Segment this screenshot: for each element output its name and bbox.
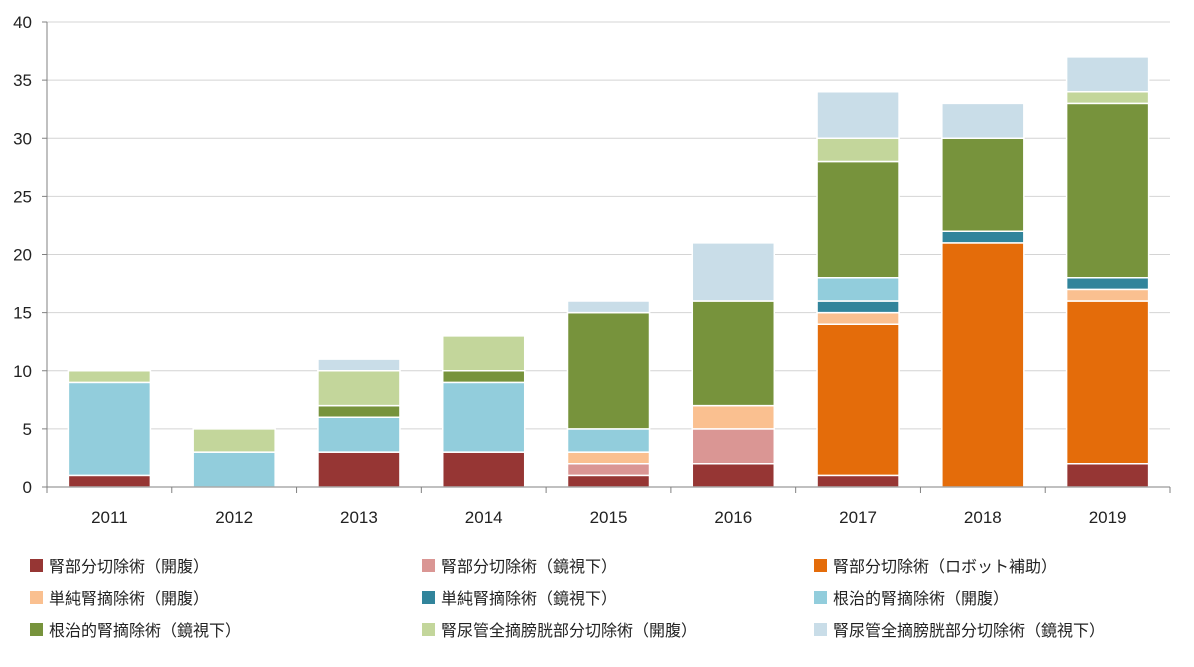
legend: 腎部分切除術（開腹） 腎部分切除術（鏡視下） 腎部分切除術（ロボット補助） 単純腎摘除… <box>30 552 1194 642</box>
legend-swatch <box>422 558 435 572</box>
bar-segment <box>317 358 401 372</box>
bar-segment <box>816 474 900 488</box>
bar-segment <box>441 335 526 372</box>
bar-segment <box>566 474 651 488</box>
y-tick-label: 10 <box>13 362 32 381</box>
bar-segment <box>317 416 401 453</box>
legend-label: 腎尿管全摘膀胱部分切除術（鏡視下） <box>833 621 1106 640</box>
x-tick-label: 2017 <box>839 508 877 527</box>
bar-segment <box>566 463 651 477</box>
bar-segment <box>816 91 900 139</box>
bar-segment <box>1065 300 1150 465</box>
bar-segment <box>192 428 276 453</box>
legend-swatch <box>814 590 827 604</box>
bar-segment <box>941 242 1025 488</box>
x-tick-label: 2013 <box>340 508 378 527</box>
axes <box>42 21 1171 493</box>
bar-segment <box>941 137 1025 232</box>
legend-swatch <box>814 622 827 636</box>
legend-swatch <box>422 590 435 604</box>
x-tick-label: 2018 <box>964 508 1002 527</box>
bar-segment <box>941 230 1025 244</box>
legend-swatch <box>422 622 435 636</box>
bar-segment <box>566 428 651 453</box>
y-tick-label: 20 <box>13 246 32 265</box>
x-tick-label: 2014 <box>465 508 503 527</box>
legend-item: 根治的腎摘除術（開腹） <box>814 584 1194 610</box>
y-tick-label: 30 <box>13 129 32 148</box>
bar-segment <box>566 300 651 314</box>
legend-swatch <box>30 590 43 604</box>
legend-label: 根治的腎摘除術（鏡視下） <box>49 621 242 640</box>
legend-label: 単純腎摘除術（鏡視下） <box>441 589 618 608</box>
bar-segment <box>1065 91 1150 105</box>
bar-segment <box>691 404 776 430</box>
bar-segment <box>691 428 776 465</box>
y-tick-label: 5 <box>23 420 32 439</box>
legend-swatch <box>30 622 43 636</box>
legend-label: 腎部分切除術（鏡視下） <box>441 557 618 576</box>
x-tick-labels: 2011 2012 2013 2014 2015 2016 2017 2018 2019 <box>91 508 1126 527</box>
bar-segment <box>317 451 401 488</box>
bar-segment <box>1065 102 1150 279</box>
bar-stacks <box>67 56 1150 488</box>
x-tick-label: 2019 <box>1089 508 1127 527</box>
bar-segment <box>1065 277 1150 291</box>
bar-segment <box>566 451 651 465</box>
legend-label: 腎部分切除術（ロボット補助） <box>833 557 1058 576</box>
legend-item: 腎部分切除術（開腹） <box>30 552 422 578</box>
legend-item: 腎尿管全摘膀胱部分切除術（開腹） <box>422 616 814 642</box>
bar-segment <box>566 311 651 430</box>
legend-swatch <box>814 558 827 572</box>
bar-segment <box>691 463 776 488</box>
legend-item: 腎部分切除術（鏡視下） <box>422 552 814 578</box>
bar-segment <box>67 474 152 488</box>
bar-segment <box>816 300 900 314</box>
bar-segment <box>1065 463 1150 488</box>
legend-item: 単純腎摘除術（鏡視下） <box>422 584 814 610</box>
legend-label: 根治的腎摘除術（開腹） <box>833 589 1010 608</box>
bar-segment <box>317 370 401 407</box>
legend-label: 腎部分切除術（開腹） <box>49 557 210 576</box>
x-tick-label: 2011 <box>91 508 128 527</box>
y-tick-label: 0 <box>23 478 32 497</box>
x-tick-label: 2012 <box>215 508 253 527</box>
legend-label: 腎尿管全摘膀胱部分切除術（開腹） <box>441 621 698 640</box>
legend-label: 単純腎摘除術（開腹） <box>49 589 210 608</box>
y-tick-label: 25 <box>13 187 32 206</box>
y-tick-label: 35 <box>13 71 32 90</box>
y-tick-label: 15 <box>13 304 32 323</box>
y-tick-labels: 0 5 10 15 20 25 30 35 40 <box>13 13 32 497</box>
bar-segment <box>1065 288 1150 302</box>
bar-segment <box>816 160 900 279</box>
bar-segment <box>816 277 900 302</box>
bar-segment <box>441 451 526 488</box>
bar-segment <box>816 323 900 477</box>
bar-segment <box>441 370 526 384</box>
legend-item: 根治的腎摘除術（鏡視下） <box>30 616 422 642</box>
bar-segment <box>317 404 401 418</box>
legend-item: 腎部分切除術（ロボット補助） <box>814 552 1194 578</box>
legend-item: 腎尿管全摘膀胱部分切除術（鏡視下） <box>814 616 1194 642</box>
bar-segment <box>67 381 152 477</box>
bar-segment <box>691 242 776 302</box>
legend-item: 単純腎摘除術（開腹） <box>30 584 422 610</box>
bar-segment <box>1065 56 1150 93</box>
bar-segment <box>816 137 900 163</box>
bar-segment <box>816 311 900 325</box>
bar-segment <box>441 381 526 453</box>
bar-segment <box>691 300 776 407</box>
legend-swatch <box>30 558 43 572</box>
x-tick-label: 2015 <box>590 508 628 527</box>
y-tick-label: 40 <box>13 13 32 32</box>
bar-segment <box>67 370 152 384</box>
bar-segment <box>941 102 1025 139</box>
x-tick-label: 2016 <box>714 508 752 527</box>
bar-segment <box>192 451 276 488</box>
